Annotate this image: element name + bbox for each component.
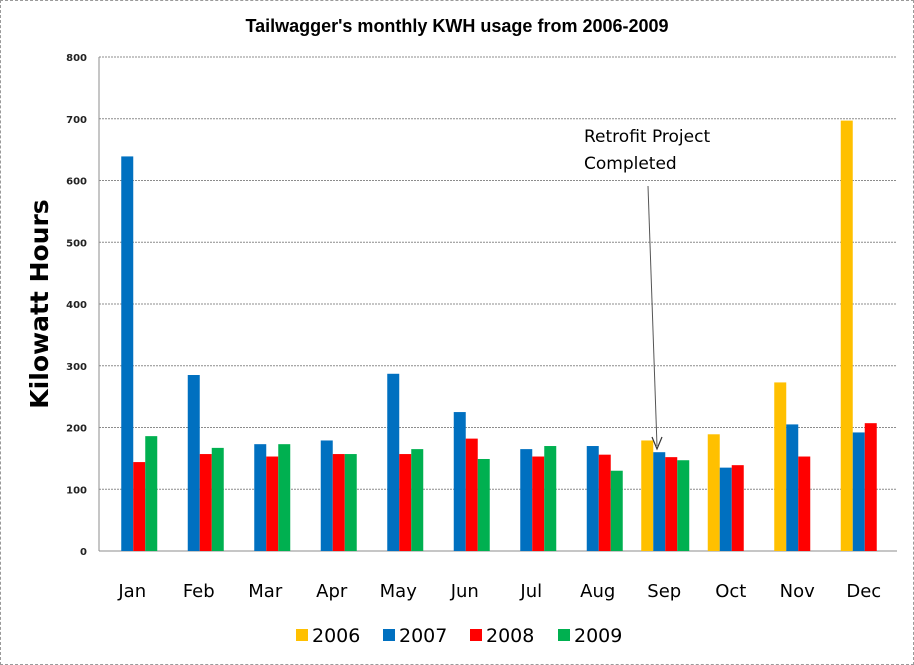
bar-2008-dec bbox=[864, 423, 877, 551]
annotation-arrowhead bbox=[651, 436, 663, 451]
y-tick-label: 100 bbox=[66, 485, 87, 496]
legend: 2006 2007 2008 2009 bbox=[296, 625, 622, 647]
bar-2008-jan bbox=[133, 462, 146, 551]
bar-2009-aug bbox=[610, 470, 623, 551]
bar-2007-may bbox=[387, 373, 400, 551]
bar-2009-feb bbox=[211, 447, 224, 551]
x-tick-label: May bbox=[380, 581, 418, 602]
bar-2006-oct bbox=[707, 434, 720, 551]
bar-2009-mar bbox=[278, 444, 291, 551]
bar-2009-jun bbox=[477, 458, 490, 551]
annotation-line-2: Completed bbox=[584, 154, 677, 174]
legend-swatch bbox=[558, 629, 570, 641]
legend-swatch bbox=[383, 629, 395, 641]
bar-2008-jun bbox=[465, 438, 478, 551]
legend-item-2009: 2009 bbox=[558, 625, 622, 647]
bar-2009-jul bbox=[544, 446, 557, 551]
y-tick-label: 300 bbox=[66, 362, 87, 373]
bar-2007-sep bbox=[653, 452, 666, 551]
bar-2008-apr bbox=[332, 454, 345, 551]
chart-title: Tailwagger's monthly KWH usage from 2006… bbox=[245, 16, 668, 36]
bar-2007-jun bbox=[453, 412, 466, 551]
gridlines bbox=[98, 56, 897, 552]
bar-2008-sep bbox=[665, 457, 678, 551]
bar-2007-feb bbox=[187, 375, 200, 551]
legend-item-2008: 2008 bbox=[470, 625, 534, 647]
x-tick-labels: Jan Feb Mar Apr May Jun Jul Aug Sep Oct Nov Dec bbox=[117, 581, 881, 602]
bar-2009-may bbox=[411, 449, 424, 551]
x-tick-label: Mar bbox=[248, 581, 283, 602]
x-tick-label: Dec bbox=[846, 581, 881, 602]
x-tick-label: Feb bbox=[183, 581, 215, 602]
annotation: Retrofit Project Completed bbox=[584, 127, 710, 451]
bar-2008-mar bbox=[266, 456, 279, 551]
x-tick-label: Apr bbox=[316, 581, 348, 602]
bar-2006-sep bbox=[641, 440, 654, 551]
y-tick-label: 600 bbox=[66, 177, 87, 188]
x-tick-label: Jun bbox=[450, 581, 479, 602]
x-tick-label: Oct bbox=[715, 581, 746, 602]
bar-2008-nov bbox=[798, 456, 811, 551]
bar-2007-dec bbox=[852, 432, 865, 551]
legend-label: 2008 bbox=[486, 625, 534, 647]
legend-label: 2007 bbox=[399, 625, 447, 647]
bar-2007-apr bbox=[320, 440, 333, 551]
x-tick-label: Sep bbox=[647, 581, 681, 602]
bar-2007-jul bbox=[520, 449, 533, 551]
bar-2008-oct bbox=[731, 465, 744, 551]
y-tick-label: 200 bbox=[66, 424, 87, 435]
x-tick-label: Jul bbox=[519, 581, 542, 602]
legend-item-2007: 2007 bbox=[383, 625, 447, 647]
x-tick-label: Jan bbox=[117, 581, 146, 602]
legend-swatch bbox=[296, 629, 308, 641]
y-axis-label: Kilowatt Hours bbox=[25, 199, 54, 408]
legend-label: 2009 bbox=[574, 625, 622, 647]
y-tick-labels: 0 100 200 300 400 500 600 700 800 bbox=[66, 53, 87, 558]
legend-label: 2006 bbox=[312, 625, 360, 647]
bar-2007-aug bbox=[586, 446, 599, 551]
bar-2009-sep bbox=[677, 460, 690, 551]
x-tick-label: Aug bbox=[580, 581, 615, 602]
annotation-line-1: Retrofit Project bbox=[584, 127, 710, 147]
y-tick-label: 800 bbox=[66, 53, 87, 64]
y-tick-label: 500 bbox=[66, 238, 87, 249]
bar-2009-apr bbox=[344, 454, 357, 551]
y-tick-label: 700 bbox=[66, 115, 87, 126]
bar-2007-nov bbox=[786, 424, 799, 551]
bar-2007-oct bbox=[719, 467, 732, 551]
bar-2008-feb bbox=[199, 454, 212, 551]
bar-2008-jul bbox=[532, 456, 545, 551]
legend-swatch bbox=[470, 629, 482, 641]
bar-2007-mar bbox=[254, 444, 267, 551]
x-tick-label: Nov bbox=[780, 581, 815, 602]
bar-2009-jan bbox=[145, 436, 158, 551]
bar-2006-nov bbox=[774, 382, 787, 551]
bar-2007-jan bbox=[121, 156, 134, 552]
legend-item-2006: 2006 bbox=[296, 625, 360, 647]
y-tick-label: 400 bbox=[66, 300, 87, 311]
bar-2008-aug bbox=[598, 454, 611, 551]
annotation-arrow bbox=[647, 185, 658, 447]
bar-2006-dec bbox=[840, 120, 853, 551]
y-tick-label: 0 bbox=[80, 547, 87, 558]
bar-2008-may bbox=[399, 454, 412, 551]
bars bbox=[121, 120, 877, 552]
